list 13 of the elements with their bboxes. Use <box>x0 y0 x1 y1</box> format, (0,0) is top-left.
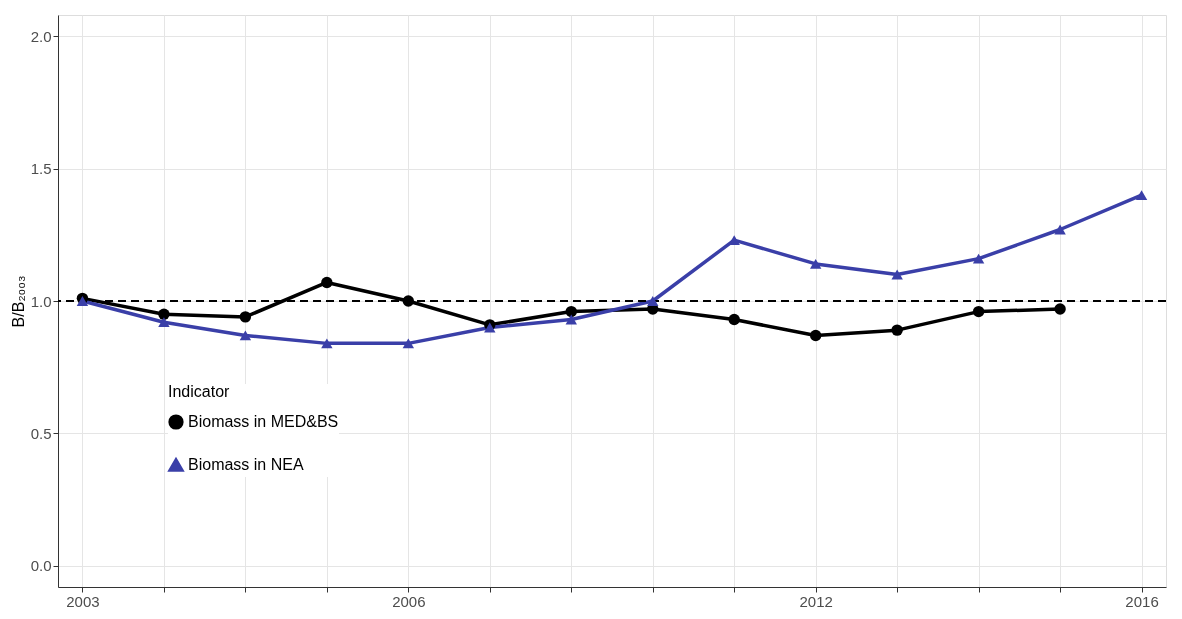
y-tick-label: 0.5 <box>30 424 52 442</box>
y-tick-label: 2.0 <box>30 27 52 45</box>
x-tick-label: 2006 <box>392 592 426 610</box>
legend-title: Indicator <box>168 383 231 400</box>
legend-label: Biomass in NEA <box>188 456 304 473</box>
x-tick-label: 2003 <box>66 592 100 610</box>
y-tick-label: 1.0 <box>30 292 52 310</box>
y-axis-title: B/B₂₀₀₃ <box>9 275 27 328</box>
y-tick-label: 0.0 <box>30 557 52 575</box>
y-tick-label: 1.5 <box>30 160 52 178</box>
x-tick-label: 2012 <box>799 592 833 610</box>
x-tick-label: 2016 <box>1125 592 1159 610</box>
legend-label: Biomass in MED&BS <box>188 413 339 430</box>
